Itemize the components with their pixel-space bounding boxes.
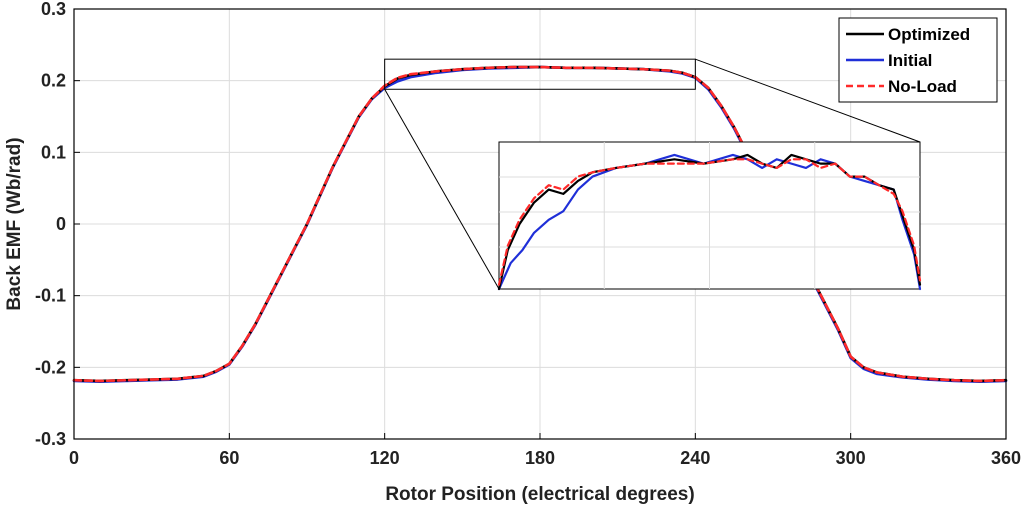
legend-label-optimized: Optimized <box>888 25 970 44</box>
zoom-series-line-no-load <box>497 158 922 286</box>
y-tick-label: 0 <box>56 214 66 234</box>
y-tick-label: 0.1 <box>41 142 66 162</box>
zoom-connector-line <box>384 89 500 290</box>
x-tick-label: 180 <box>525 448 555 468</box>
x-axis-title: Rotor Position (electrical degrees) <box>385 484 694 505</box>
tick-labels: 0 60 120 180 240 300 360 -0.3 -0.2 -0.1 0 0.1 0.2 0.3 <box>35 0 1021 468</box>
x-tick-label: 300 <box>836 448 866 468</box>
series-lines <box>72 65 1008 383</box>
y-tick-label: -0.1 <box>35 286 66 306</box>
zoom-source-rect <box>384 58 696 90</box>
y-axis-title: Back EMF (Wb/rad) <box>4 137 25 310</box>
legend: Optimized Initial No-Load <box>838 17 998 103</box>
x-tick-label: 360 <box>991 448 1021 468</box>
y-tick-label: -0.2 <box>35 357 66 377</box>
zoom-inset <box>384 58 922 291</box>
y-tick-label: 0.2 <box>41 71 66 91</box>
series-line-no-load <box>72 65 1008 383</box>
x-tick-label: 120 <box>370 448 400 468</box>
legend-label-no-load: No-Load <box>888 77 957 96</box>
x-tick-label: 0 <box>69 448 79 468</box>
x-tick-label: 240 <box>680 448 710 468</box>
y-tick-label: -0.3 <box>35 429 66 449</box>
zoom-connector-line <box>695 58 921 143</box>
legend-label-initial: Initial <box>888 51 932 70</box>
x-tick-label: 60 <box>219 448 239 468</box>
y-tick-label: 0.3 <box>41 0 66 19</box>
